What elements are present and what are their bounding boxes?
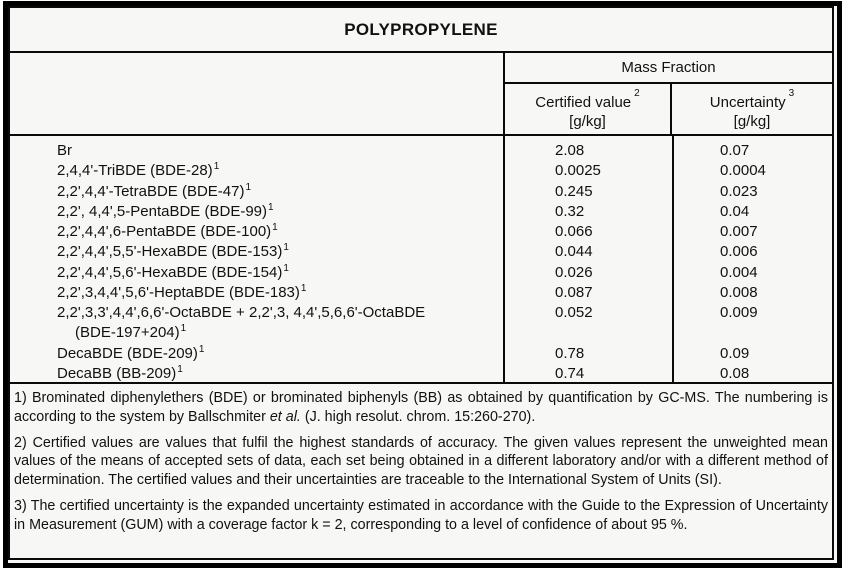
certified-value: 0.78 (555, 344, 585, 362)
certified-value: 0.044 (555, 243, 593, 261)
mass-fraction-header: Mass Fraction (505, 53, 832, 84)
certified-value: 0.052 (555, 304, 593, 321)
certified-value (505, 323, 674, 345)
uncertainty-unit: [g/kg] (733, 113, 771, 130)
certified-value: 2.08 (555, 142, 585, 159)
uncertainty-value: 0.08 (720, 364, 750, 382)
page-title: POLYPROPYLENE (344, 19, 498, 39)
uncertainty-value: 0.009 (720, 304, 758, 321)
table-row: 2,2',4,4'-TetraBDE (BDE-47)1 0.245 0.023 (10, 182, 832, 202)
compound-name: (BDE-197+204)1 (75, 323, 187, 342)
footnote-1: 1) Brominated diphenylethers (BDE) or br… (14, 390, 828, 425)
compound-name: 2,4,4'-TriBDE (BDE-28)1 (57, 161, 220, 180)
uncertainty-header: Uncertainty3 [g/kg] (672, 84, 832, 134)
table-row: 2,2',3,4,4',5,6'-HeptaBDE (BDE-183)1 0.0… (10, 283, 832, 303)
title-row: POLYPROPYLENE (10, 8, 832, 53)
table-row: DecaBDE (BDE-209)1 0.78 0.09 (10, 344, 832, 364)
table-row: 2,2',4,4',5,6'-HexaBDE (BDE-154)1 0.026 … (10, 263, 832, 283)
uncertainty-value: 0.004 (720, 263, 758, 281)
uncertainty-value: 0.008 (720, 283, 758, 301)
certified-value: 0.066 (555, 223, 593, 240)
certified-value: 0.0025 (555, 162, 601, 180)
compound-name: 2,2',3,4,4',5,6'-HeptaBDE (BDE-183)1 (57, 282, 307, 301)
footnote-2: 2) Certified values are values that fulf… (14, 434, 828, 489)
footnote-1-italic: et al. (269, 408, 301, 425)
certificate-table: POLYPROPYLENE Mass Fraction Certified va… (8, 6, 834, 560)
uncertainty-value: 0.023 (720, 182, 758, 200)
table-rows: Br 2.08 0.07 2,4,4'-TriBDE (BDE-28)1 0.0… (10, 141, 832, 384)
certified-value: 0.74 (555, 364, 585, 382)
compound-name: Br (57, 142, 72, 159)
compound-name: 2,2',3,3',4,4',6,6'-OctaBDE + 2,2',3, 4,… (57, 304, 426, 321)
table-row: 2,2',3,3',4,4',6,6'-OctaBDE + 2,2',3, 4,… (10, 303, 832, 323)
column-divider-2 (672, 136, 674, 382)
table-row: 2,2', 4,4',5-PentaBDE (BDE-99)1 0.32 0.0… (10, 202, 832, 222)
certified-value-label: Certified value2 (535, 88, 640, 111)
compound-name: 2,2',4,4',5,6'-HexaBDE (BDE-154)1 (57, 262, 289, 281)
footnote-3: 3) The certified uncertainty is the expa… (14, 497, 828, 533)
uncertainty-value: 0.04 (720, 202, 750, 220)
certified-value: 0.026 (555, 263, 593, 281)
column-divider-1 (503, 136, 505, 382)
table-row: DecaBB (BB-209)1 0.74 0.08 (10, 364, 832, 384)
certified-value: 0.32 (555, 202, 585, 220)
compound-name: DecaBDE (BDE-209)1 (57, 343, 205, 362)
compound-name: DecaBB (BB-209)1 (57, 363, 183, 382)
table-body: Br 2.08 0.07 2,4,4'-TriBDE (BDE-28)1 0.0… (10, 136, 832, 384)
footnotes-section: 1) Brominated diphenylethers (BDE) or br… (10, 384, 832, 558)
uncertainty-value: 0.007 (720, 223, 758, 240)
uncertainty-value: 0.006 (720, 243, 758, 261)
uncertainty-label: Uncertainty3 (709, 88, 795, 111)
table-row: (BDE-197+204)1 (10, 323, 832, 343)
analyte-header-cell (10, 53, 503, 134)
compound-name: 2,2',4,4',6-PentaBDE (BDE-100)1 (57, 222, 278, 240)
table-row: 2,2',4,4',5,5'-HexaBDE (BDE-153)1 0.044 … (10, 242, 832, 262)
footnote-ref-3: 3 (788, 88, 795, 99)
table-row: 2,2',4,4',6-PentaBDE (BDE-100)1 0.066 0.… (10, 222, 832, 242)
mass-fraction-header-group: Mass Fraction Certified value2 [g/kg] Un… (503, 53, 832, 134)
uncertainty-value: 0.09 (720, 344, 750, 362)
table-row: 2,4,4'-TriBDE (BDE-28)1 0.0025 0.0004 (10, 161, 832, 181)
subheaders: Certified value2 [g/kg] Uncertainty3 [g/… (505, 84, 832, 134)
certified-value: 0.087 (555, 283, 593, 301)
certified-value-unit: [g/kg] (569, 113, 606, 130)
compound-name: 2,2',4,4'-TetraBDE (BDE-47)1 (57, 181, 252, 200)
document-frame: POLYPROPYLENE Mass Fraction Certified va… (3, 1, 842, 568)
certified-value: 0.245 (555, 182, 593, 200)
certified-value-header: Certified value2 [g/kg] (505, 84, 672, 134)
uncertainty-value: 0.0004 (720, 162, 766, 180)
table-row: Br 2.08 0.07 (10, 141, 832, 161)
compound-name: 2,2',4,4',5,5'-HexaBDE (BDE-153)1 (57, 242, 289, 261)
footnote-ref-2: 2 (634, 88, 640, 99)
compound-name: 2,2', 4,4',5-PentaBDE (BDE-99)1 (57, 201, 274, 220)
uncertainty-value: 0.07 (720, 142, 750, 159)
table-header-row: Mass Fraction Certified value2 [g/kg] Un… (10, 53, 832, 136)
uncertainty-value (674, 323, 832, 345)
